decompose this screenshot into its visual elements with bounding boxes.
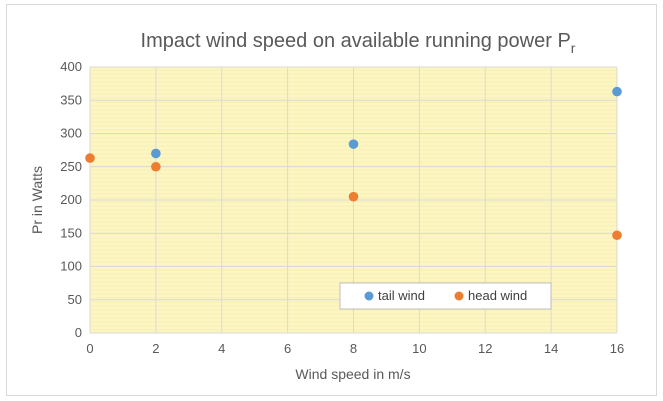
data-point-head-wind — [151, 161, 161, 172]
y-tick-label: 0 — [75, 325, 82, 340]
legend: tail wind head wind — [339, 282, 552, 310]
x-tick-label: 10 — [412, 341, 426, 356]
legend-marker-tail-wind — [364, 291, 374, 301]
y-axis-title: Pr in Watts — [29, 166, 45, 234]
x-tick-label: 12 — [478, 341, 492, 356]
x-tick-label: 16 — [610, 341, 624, 356]
x-tick-label: 2 — [152, 341, 159, 356]
y-tick-label: 350 — [60, 92, 82, 107]
x-tick-label: 6 — [284, 341, 291, 356]
y-tick-label: 100 — [60, 259, 82, 274]
data-point-head-wind — [85, 153, 95, 163]
data-point-head-wind — [612, 230, 622, 241]
x-tick-label: 14 — [544, 341, 558, 356]
y-tick-label: 50 — [68, 292, 82, 307]
y-tick-label: 300 — [60, 126, 82, 141]
x-tick-label: 0 — [86, 341, 93, 356]
chart-title: Impact wind speed on available running p… — [141, 30, 576, 56]
legend-label-tail-wind: tail wind — [378, 288, 425, 303]
y-tick-label: 250 — [60, 159, 82, 174]
legend-label-head-wind: head wind — [468, 288, 527, 303]
data-point-tail-wind — [612, 86, 622, 97]
legend-box — [339, 282, 552, 310]
data-point-tail-wind — [348, 139, 359, 149]
data-point-head-wind — [348, 191, 359, 202]
legend-marker-head-wind — [454, 291, 464, 301]
data-point-tail-wind — [151, 148, 161, 159]
x-tick-label: 4 — [218, 341, 225, 356]
y-tick-label: 200 — [60, 192, 82, 207]
x-tick-label: 8 — [350, 341, 357, 356]
y-tick-label: 150 — [60, 225, 82, 240]
x-axis-title: Wind speed in m/s — [295, 366, 410, 382]
y-tick-label: 400 — [60, 59, 82, 74]
